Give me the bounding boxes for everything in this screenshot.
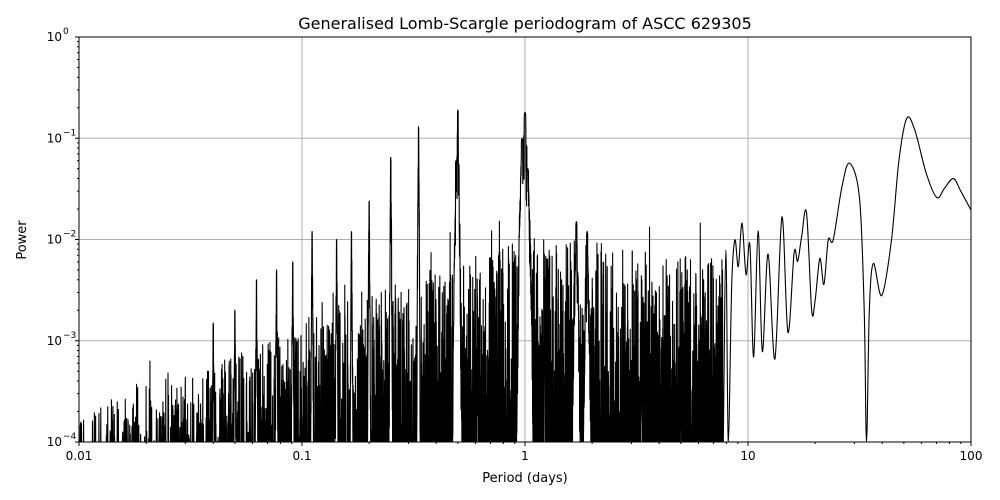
y-tick-base: 10 [47, 334, 62, 348]
y-tick-label: 10 [47, 30, 62, 44]
x-tick-label: 0.1 [292, 449, 311, 463]
y-tick-base: 10 [47, 131, 62, 145]
grid [79, 37, 971, 442]
x-tick-label: 1 [521, 449, 529, 463]
y-tick-base: 10 [47, 30, 62, 44]
y-tick-label: 10 [47, 334, 62, 348]
y-tick-exponent: −1 [63, 128, 76, 138]
y-tick-label: 10 [47, 233, 62, 247]
x-tick-label: 100 [960, 449, 983, 463]
y-tick-label: 10 [47, 435, 62, 449]
y-tick-exponent: −4 [63, 432, 77, 442]
y-tick-label: 10 [47, 131, 62, 145]
y-tick-base: 10 [47, 233, 62, 247]
y-tick-base: 10 [47, 435, 62, 449]
x-axis-label: Period (days) [482, 471, 568, 486]
periodogram-line [79, 109, 971, 442]
y-tick-exponent: −3 [63, 331, 76, 341]
y-tick-exponent: −2 [63, 230, 76, 240]
y-tick-exponent: 0 [63, 27, 69, 37]
x-tick-label: 10 [740, 449, 755, 463]
x-tick-label: 0.01 [66, 449, 93, 463]
y-axis-label: Power [15, 220, 30, 260]
chart-title: Generalised Lomb-Scargle periodogram of … [298, 14, 752, 33]
